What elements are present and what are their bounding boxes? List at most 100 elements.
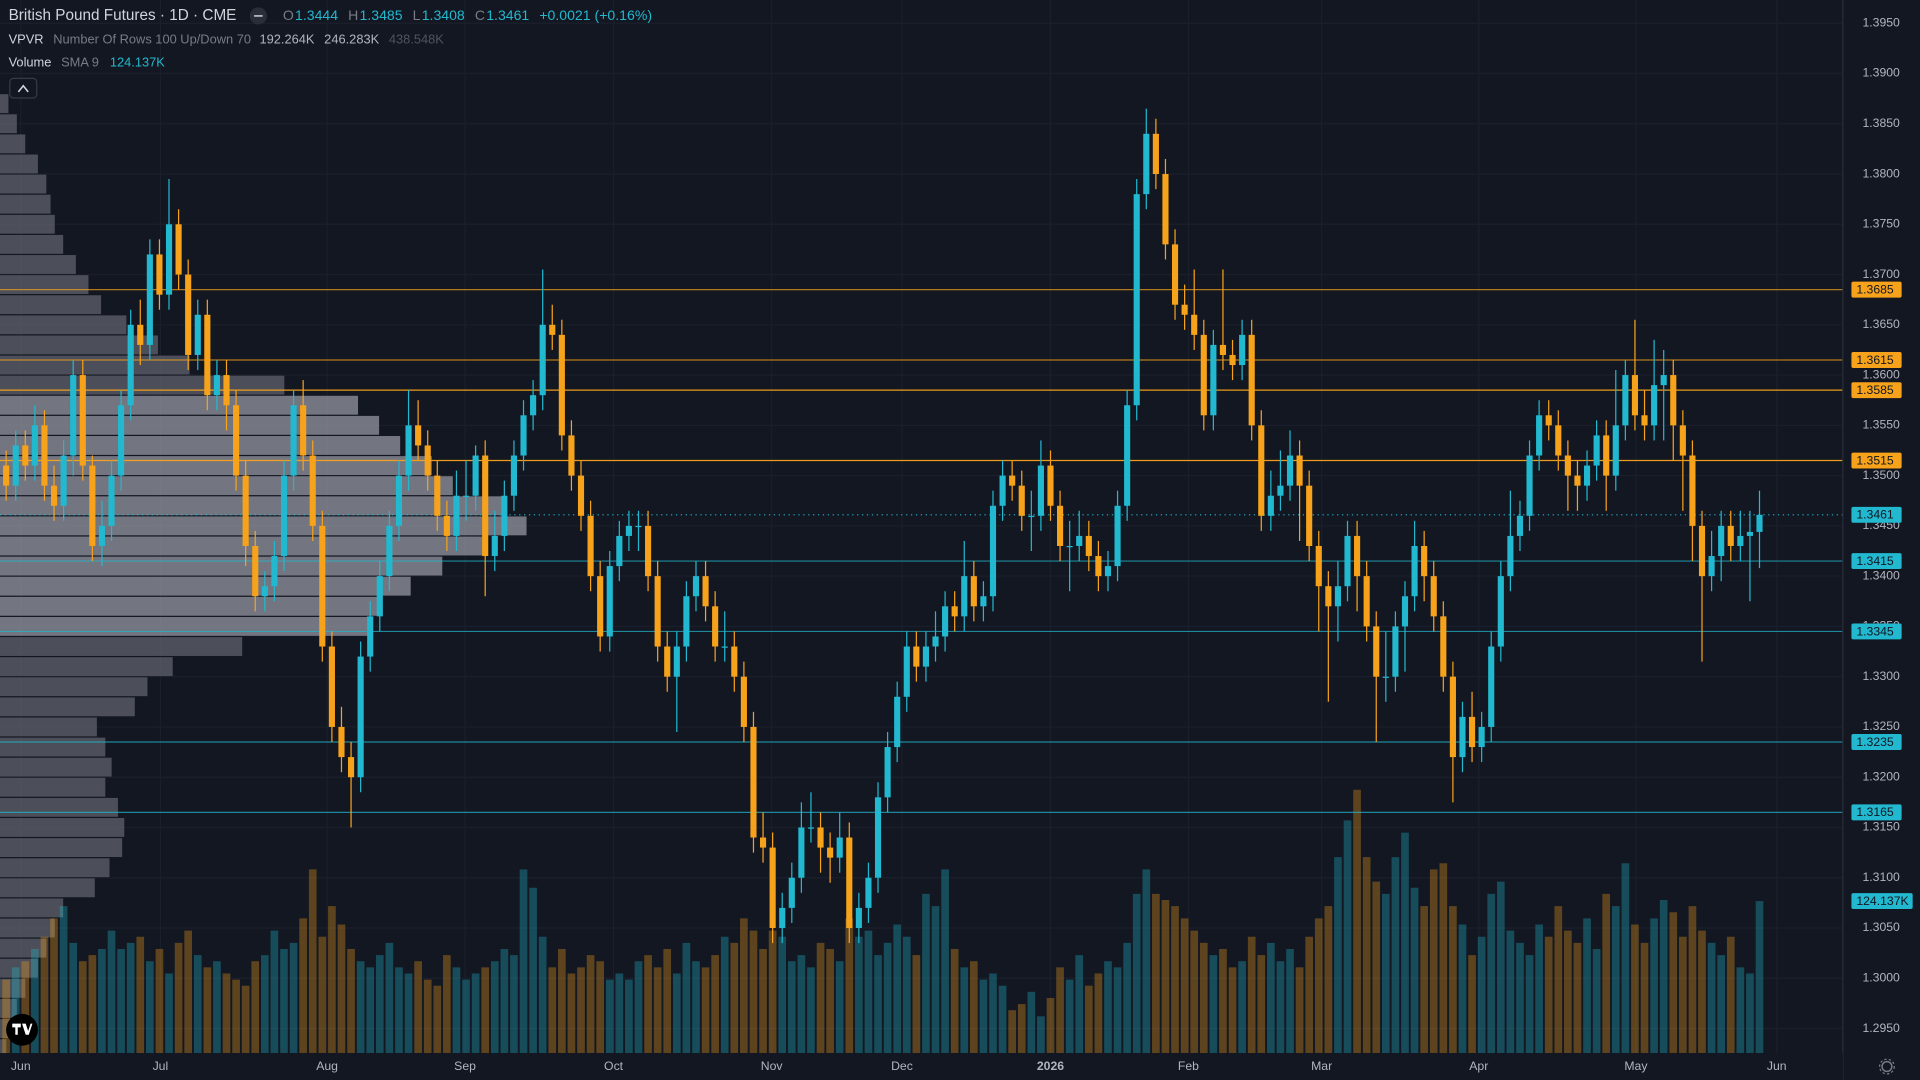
level-label: 1.3415 (1856, 554, 1894, 568)
candle-body (1028, 515, 1035, 518)
candle-body (213, 375, 220, 396)
volume-bar (1736, 967, 1745, 1054)
candle-body (1009, 475, 1016, 486)
candle-body (1756, 514, 1763, 532)
candle-body (1545, 415, 1552, 426)
candle-body (175, 224, 182, 275)
profile-row (0, 355, 190, 375)
volume-bar (452, 967, 461, 1054)
volume-bar (1717, 955, 1726, 1054)
x-tick-label: Jun (1767, 1059, 1787, 1073)
candle-body (1124, 405, 1131, 506)
profile-row (0, 818, 125, 837)
collapse-button[interactable] (9, 77, 38, 99)
volume-bar (146, 961, 154, 1054)
volume-bar (1458, 924, 1467, 1054)
volume-bar (1564, 930, 1572, 1054)
profile-row (0, 797, 118, 817)
y-tick-label: 1.3400 (1862, 568, 1900, 582)
volume-bar (1592, 948, 1601, 1054)
volume-bar (1295, 967, 1304, 1054)
volume-bar (1199, 942, 1208, 1054)
candle-body (1296, 455, 1303, 486)
volume-bar (1525, 955, 1534, 1054)
y-tick-label: 1.3900 (1862, 66, 1900, 80)
candle-body (1085, 535, 1092, 557)
profile-row (0, 858, 110, 878)
volume-bar (759, 948, 767, 1054)
volume-bar (1113, 967, 1122, 1054)
key: L (413, 7, 421, 23)
profile-row (0, 717, 97, 737)
candle-body (692, 576, 700, 597)
open-value: 1.3444 (295, 7, 338, 23)
candle-body (1603, 435, 1610, 476)
y-tick-label: 1.3750 (1862, 217, 1900, 231)
candle-body (1047, 465, 1054, 506)
candle-body (12, 445, 19, 486)
candle-body (1641, 415, 1648, 426)
level-tag (1851, 734, 1902, 750)
volume-bar (481, 967, 490, 1054)
profile-row (0, 436, 401, 455)
candle-body (903, 646, 910, 697)
candle-body (271, 556, 278, 587)
volume-bar (1468, 955, 1476, 1054)
total-volume: 438.548K (389, 32, 444, 47)
volume-bar (1084, 985, 1093, 1054)
x-tick-label: Dec (891, 1059, 913, 1073)
profile-row (0, 978, 26, 998)
candle-body (1210, 344, 1217, 416)
logo[interactable] (6, 1013, 38, 1046)
volume-bar (1324, 906, 1333, 1054)
candle-body (261, 586, 268, 597)
candle-body (127, 324, 134, 406)
candle-body (1421, 545, 1428, 577)
volume-bar (40, 936, 49, 1054)
candle-body (846, 837, 853, 929)
profile-row (0, 94, 9, 114)
volume-bar (625, 979, 633, 1054)
candle-body (1497, 576, 1504, 647)
volume-bar (826, 948, 834, 1054)
candle-body (1689, 455, 1696, 526)
candle-body (1526, 455, 1533, 516)
volume-bars (2, 789, 1764, 1054)
volume-bar (1573, 942, 1582, 1054)
candle-body (1066, 545, 1073, 548)
candle-body (482, 455, 489, 557)
time-axis (0, 1053, 1843, 1080)
volume-bar (1305, 936, 1314, 1054)
volume-bar (1027, 991, 1036, 1054)
candle-body (1171, 244, 1179, 305)
volume-bar (213, 961, 221, 1054)
candle-body (759, 837, 767, 848)
settings-button[interactable] (1878, 1058, 1895, 1075)
volume-bar (768, 930, 777, 1054)
candle-body (1363, 576, 1370, 627)
volume-value: 124.137K (110, 55, 165, 70)
volume-bar (347, 948, 355, 1054)
candle-body (587, 515, 594, 577)
candle-body (165, 224, 173, 295)
volume-bar (692, 961, 700, 1054)
candle-body (1200, 334, 1207, 416)
volume-bar (414, 961, 422, 1054)
candle-body (798, 827, 805, 878)
hide-button[interactable] (249, 7, 267, 25)
y-tick-label: 1.2950 (1862, 1021, 1900, 1035)
y-tick-label: 1.3850 (1862, 116, 1900, 130)
volume-bar (1477, 936, 1486, 1054)
candle-body (568, 435, 575, 476)
volume-bar (395, 967, 403, 1054)
volume-bar (1554, 906, 1563, 1054)
profile-row (0, 536, 485, 556)
volume-bar (500, 948, 509, 1054)
candle-body (731, 646, 738, 677)
volume-bar (1075, 955, 1084, 1054)
symbol-title: British Pound Futures · 1D · CME (9, 7, 237, 24)
volume-bar (1017, 1004, 1026, 1054)
candle-body (22, 445, 29, 466)
candle-body (1660, 375, 1667, 386)
profile-row (0, 114, 17, 134)
